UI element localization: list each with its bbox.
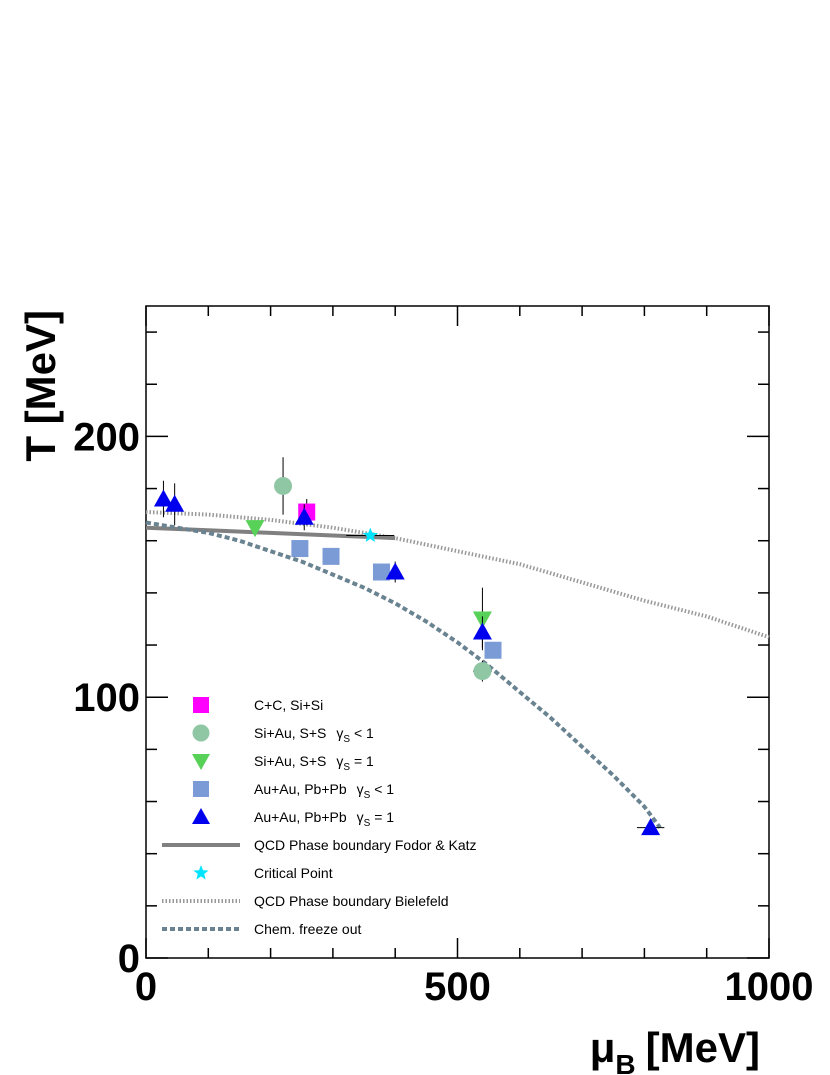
x-tick-label: 1000 [725, 965, 814, 1009]
legend-label-gamma-rel: = 1 [370, 809, 394, 825]
curve-bielefeld [145, 510, 770, 640]
legend-label-gamma-sub: S [343, 762, 350, 773]
critical-point-star [362, 527, 378, 542]
x-tick-label: 500 [424, 965, 491, 1009]
data-point-siau_lt [473, 662, 492, 681]
legend-label: QCD Phase boundary Bielefeld [254, 893, 449, 909]
legend-label-gamma: γ [357, 781, 364, 797]
legend-label-gamma-sub: S [364, 818, 371, 829]
legend-label-gamma-rel: = 1 [350, 753, 374, 769]
legend-label: Critical Point [254, 865, 333, 881]
legend-label-name: Au+Au, Pb+Pb [254, 809, 347, 825]
legend-label-gamma-sub: S [343, 734, 350, 745]
data-point-aupb_eq [385, 562, 405, 580]
x-axis-title-sub: B [615, 1049, 635, 1075]
legend-label: Chem. freeze out [254, 921, 361, 937]
legend-label-name: Si+Au, S+S [254, 753, 326, 769]
legend-swatch [193, 781, 209, 797]
curve-fodor [145, 525, 396, 541]
legend-swatch [192, 724, 210, 742]
legend-label: QCD Phase boundary Fodor & Katz [254, 837, 477, 853]
legend-swatch [192, 754, 210, 770]
y-tick-label: 200 [73, 415, 140, 459]
legend-label-gamma: γ [336, 753, 343, 769]
legend-label-gamma-sub: S [364, 790, 371, 801]
legend-label-gamma-rel: < 1 [370, 781, 394, 797]
legend-label: Si+Au, S+S γS < 1 [254, 725, 374, 745]
legend-label-gamma: γ [336, 725, 343, 741]
data-point-aupb_eq [641, 818, 661, 836]
data-point-aupb_lt [322, 547, 340, 565]
y-tick-label: 0 [118, 937, 140, 981]
data-point-siau_lt [274, 476, 293, 495]
y-tick-label: 100 [73, 676, 140, 720]
plot-frame [145, 305, 770, 959]
x-axis-title-unit: [MeV] [646, 1024, 760, 1071]
data-point-aupb_eq [165, 494, 185, 512]
y-axis-title: T [MeV] [17, 310, 64, 462]
legend-label-gamma-rel: < 1 [350, 725, 374, 741]
legend-swatch [193, 697, 209, 713]
data-point-aupb_eq [294, 507, 314, 525]
x-tick-label: 0 [135, 965, 157, 1009]
legend-swatch [192, 808, 210, 824]
legend-label-name: Si+Au, S+S [254, 725, 326, 741]
legend-swatch [193, 865, 209, 880]
legend-label: Au+Au, Pb+Pb γS = 1 [254, 809, 394, 829]
legend-label-name: C+C, Si+Si [254, 697, 323, 713]
data-point-aupb_eq [472, 622, 492, 640]
curve-freeze-out [145, 520, 662, 829]
legend-label-name: Au+Au, Pb+Pb [254, 781, 347, 797]
legend-label: C+C, Si+Si [254, 697, 323, 713]
data-point-siau_eq [245, 520, 265, 538]
data-point-aupb_lt [372, 563, 390, 581]
data-point-aupb_lt [291, 540, 309, 558]
data-point-aupb_lt [484, 641, 502, 659]
legend-label-gamma: γ [357, 809, 364, 825]
legend-label: Si+Au, S+S γS = 1 [254, 753, 374, 773]
x-axis-title: μB [MeV] [590, 1024, 760, 1075]
data-point-aupb_eq [153, 489, 173, 507]
legend-label: Au+Au, Pb+Pb γS < 1 [254, 781, 394, 801]
x-axis-title-main: μ [590, 1024, 616, 1071]
